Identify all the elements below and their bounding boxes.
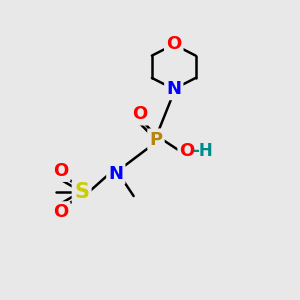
Text: P: P <box>149 130 163 148</box>
Text: S: S <box>74 182 89 202</box>
Text: -H: -H <box>192 142 213 160</box>
Text: N: N <box>108 165 123 183</box>
Text: O: O <box>166 35 182 53</box>
Text: O: O <box>132 105 147 123</box>
Text: O: O <box>53 203 68 221</box>
Text: O: O <box>179 142 195 160</box>
Text: O: O <box>53 162 68 180</box>
Text: N: N <box>166 80 181 98</box>
